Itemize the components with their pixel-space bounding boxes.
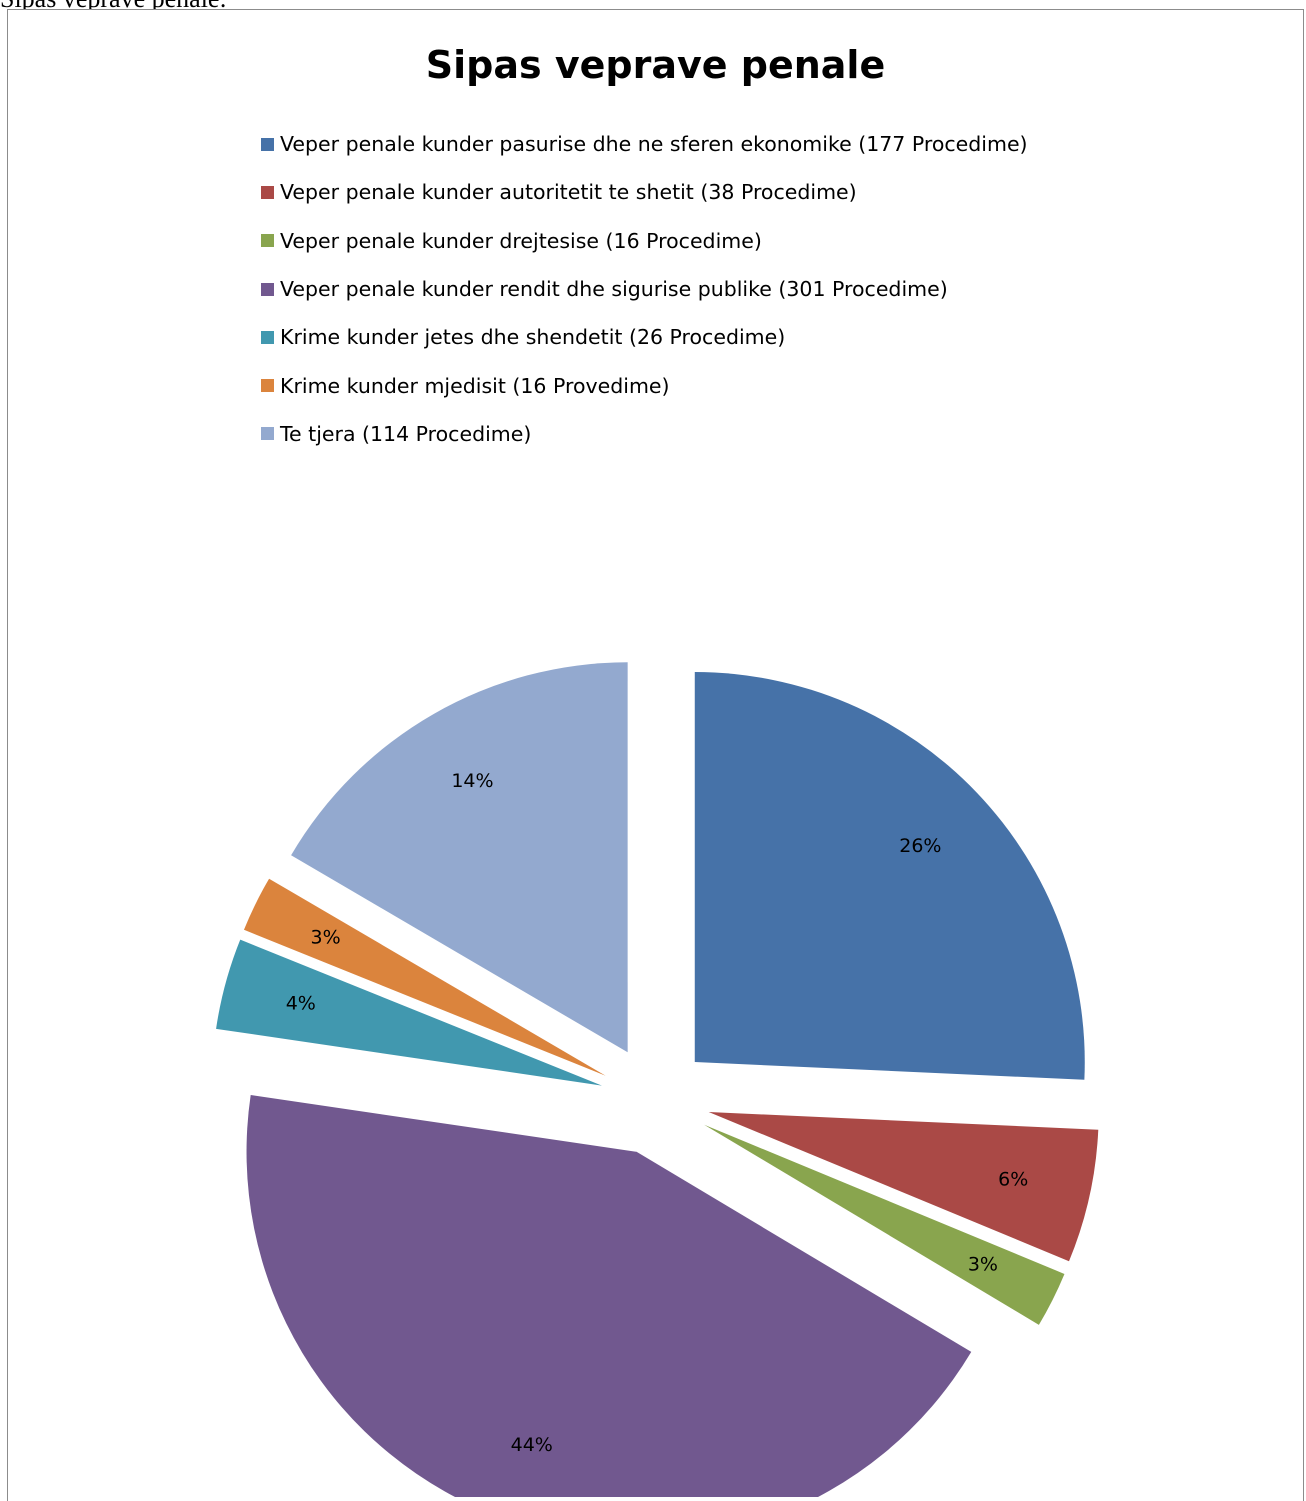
slice-percent-label: 3% bbox=[968, 1253, 998, 1275]
legend-item: Veper penale kunder pasurise dhe ne sfer… bbox=[261, 120, 1028, 168]
slice-percent-label: 6% bbox=[998, 1168, 1028, 1190]
legend-swatch bbox=[261, 330, 274, 344]
legend-swatch bbox=[261, 427, 274, 441]
legend-label: Veper penale kunder autoritetit te sheti… bbox=[280, 180, 857, 205]
legend-item: Te tjera (114 Procedime) bbox=[261, 410, 1028, 458]
legend-item: Veper penale kunder rendit dhe sigurise … bbox=[261, 265, 1028, 313]
slice-percent-label: 14% bbox=[451, 770, 493, 792]
pie-slice bbox=[708, 1111, 1099, 1262]
legend-label: Krime kunder mjedisit (16 Provedime) bbox=[280, 373, 670, 398]
legend-item: Krime kunder mjedisit (16 Provedime) bbox=[261, 361, 1028, 409]
pie-slice bbox=[246, 1095, 972, 1497]
pie-slice bbox=[291, 662, 628, 1053]
chart-legend: Veper penale kunder pasurise dhe ne sfer… bbox=[261, 120, 1028, 458]
pie-slice bbox=[216, 939, 602, 1086]
legend-label: Krime kunder jetes dhe shendetit (26 Pro… bbox=[280, 325, 786, 350]
slice-percent-label: 44% bbox=[511, 1434, 553, 1456]
chart-title: Sipas veprave penale bbox=[425, 43, 886, 87]
legend-swatch bbox=[261, 137, 274, 151]
slice-percent-label: 3% bbox=[311, 927, 341, 949]
legend-label: Veper penale kunder drejtesise (16 Proce… bbox=[280, 228, 762, 253]
slice-percent-label: 26% bbox=[899, 835, 941, 857]
legend-swatch bbox=[261, 234, 274, 248]
pie-slice bbox=[704, 1124, 1065, 1325]
legend-item: Veper penale kunder autoritetit te sheti… bbox=[261, 168, 1028, 216]
pie-slice bbox=[694, 672, 1085, 1080]
slice-percent-label: 4% bbox=[286, 992, 316, 1014]
legend-label: Veper penale kunder pasurise dhe ne sfer… bbox=[280, 132, 1028, 157]
legend-label: Veper penale kunder rendit dhe sigurise … bbox=[280, 277, 948, 302]
legend-item: Krime kunder jetes dhe shendetit (26 Pro… bbox=[261, 313, 1028, 361]
legend-label: Te tjera (114 Procedime) bbox=[280, 421, 532, 446]
legend-item: Veper penale kunder drejtesise (16 Proce… bbox=[261, 217, 1028, 265]
legend-swatch bbox=[261, 185, 274, 199]
legend-swatch bbox=[261, 379, 274, 393]
legend-swatch bbox=[261, 282, 274, 296]
pie-slice bbox=[243, 878, 606, 1076]
